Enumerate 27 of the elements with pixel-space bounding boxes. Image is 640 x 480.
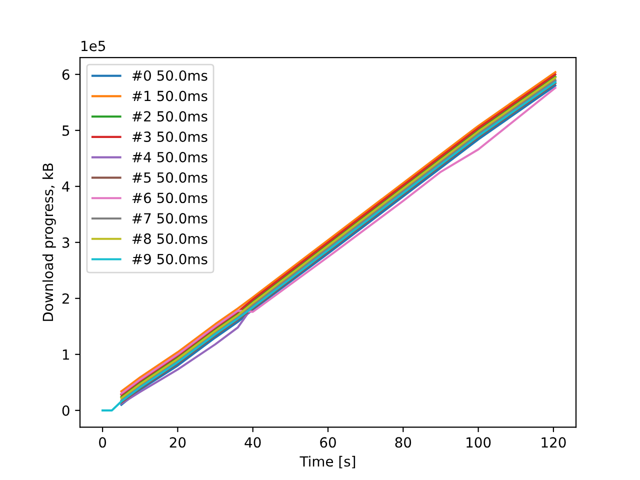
y-tick-label: 2 [62,293,69,304]
x-tick-label: 20 [170,437,186,448]
x-tick-label: 60 [320,437,336,448]
legend-label: #8 50.0ms [132,233,208,244]
x-tick-label: 100 [466,437,491,448]
text: 1e5 [82,40,106,52]
x-tick-label: 80 [395,437,412,448]
y-tick-label: 0 [62,405,70,416]
y-tick-label: 6 [62,69,70,80]
x-tick-label: 40 [244,437,261,448]
legend-label: #3 50.0ms [132,132,208,142]
y-tick-label: 3 [62,237,70,248]
legend-label: #5 50.0ms [132,172,208,183]
legend-label: #6 50.0ms [132,192,208,204]
legend-label: #7 50.0ms [132,213,208,224]
y-tick-label: 5 [62,126,70,136]
y-tick-label: 1 [62,350,69,360]
legend-label: #0 50.0ms [132,70,208,81]
legend-label: #2 50.0ms [132,111,208,122]
x-tick-label: 120 [542,437,566,448]
x-tick-label: 0 [99,437,106,448]
y-tick-label: 4 [62,182,70,192]
x-axis-title: Time [s] [300,456,356,468]
legend-label: #1 50.0ms [132,90,208,102]
legend-label: #9 50.0ms [132,254,208,264]
y-axis-title: Download progress, kB [42,163,56,321]
legend-label: #4 50.0ms [132,152,208,162]
